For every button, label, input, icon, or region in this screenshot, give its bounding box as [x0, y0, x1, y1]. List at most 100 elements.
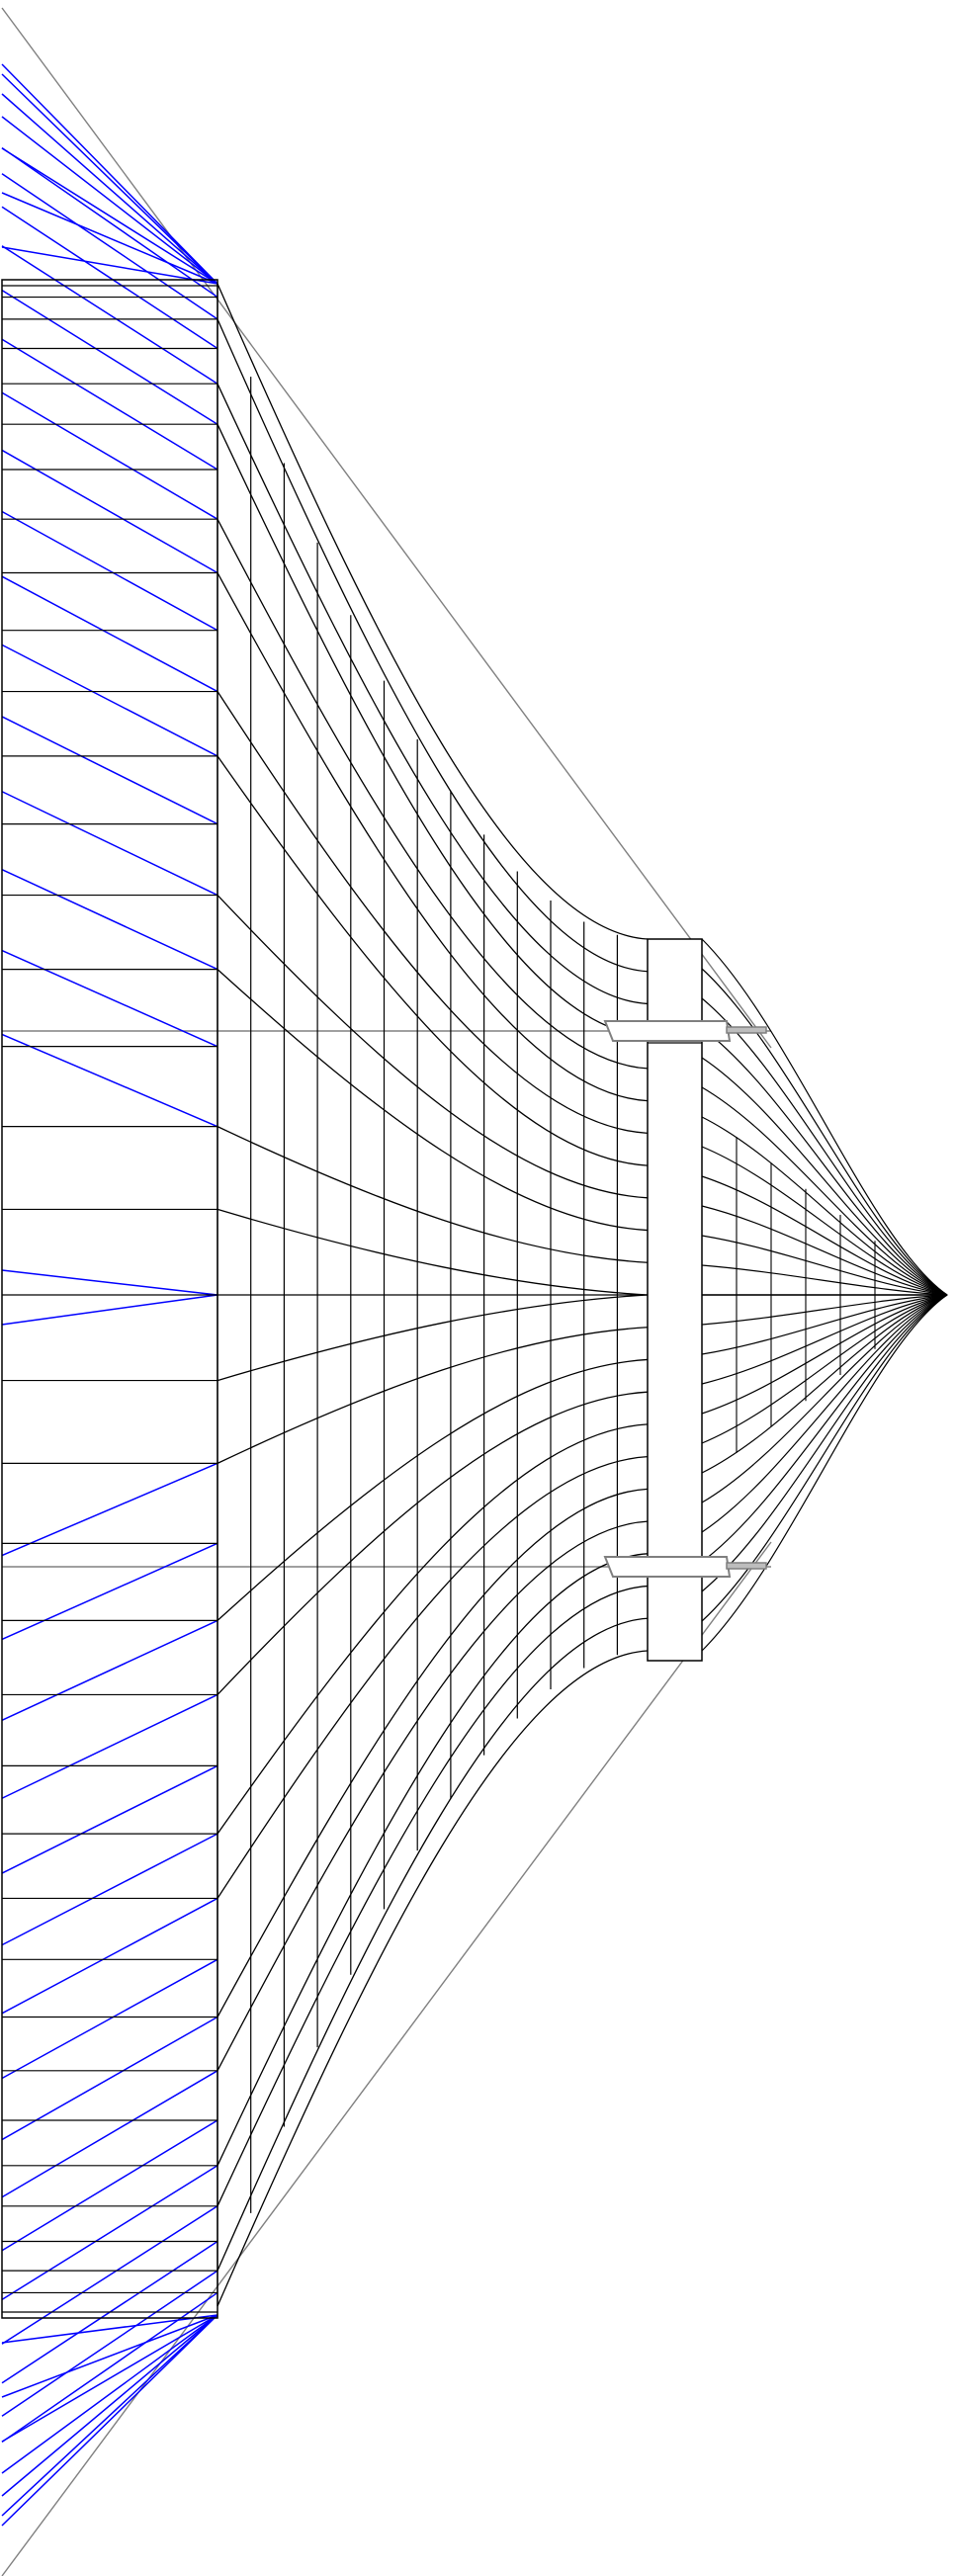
blue-line-top-apex [1, 246, 218, 285]
fan-curve-upper [217, 383, 649, 1005]
tip-curve-lower [701, 1294, 948, 1563]
fan-curve-lower [217, 1650, 649, 2307]
tip-curve-lower [701, 1294, 948, 1415]
fan-curve-lower [217, 1358, 649, 1621]
fan-curve-upper [217, 423, 649, 1037]
tip-curve-lower [701, 1294, 948, 1592]
blue-line-lower [1, 1764, 218, 1874]
blue-line-upper [1, 575, 218, 693]
blue-line-upper [1, 245, 218, 385]
blue-line-top-apex [1, 73, 218, 285]
left-panel [1, 279, 218, 2319]
blue-line-lower [1, 2070, 218, 2198]
blue-line-upper [1, 449, 218, 574]
tip-curve-upper [701, 1027, 948, 1296]
fan-curve-upper [217, 755, 649, 1166]
tip-curve-lower [701, 1294, 948, 1503]
blue-line-lower [1, 1619, 218, 1722]
fan-curve-lower [217, 1520, 649, 2072]
blue-line-bottom-apex [1, 2314, 218, 2527]
tip-curve-lower [701, 1294, 948, 1355]
guide-line-top [1, 7, 772, 1049]
fan-curve-lower [217, 1617, 649, 2272]
blue-line-upper [1, 146, 218, 299]
fan-curve-lower [217, 1488, 649, 2018]
fan-curve-upper [217, 572, 649, 1102]
blue-line-lower [1, 1542, 218, 1641]
fan-curve-lower [217, 1327, 649, 1464]
blue-line-upper [1, 1033, 218, 1128]
blue-line-lower [1, 2165, 218, 2301]
blue-line-top-apex [1, 147, 218, 285]
blue-line-center [1, 1269, 218, 1296]
fan-curve-upper [217, 895, 649, 1199]
tip-curve-lower [701, 1294, 948, 1326]
tip-curve-upper [701, 968, 948, 1296]
blue-line-upper [1, 206, 218, 350]
blue-line-lower [1, 1833, 218, 1946]
tip-curve-lower [701, 1294, 948, 1652]
blue-line-upper [1, 173, 218, 320]
fan-structure [217, 283, 649, 2307]
blue-line-bottom-apex [1, 2314, 218, 2497]
blue-line-center [1, 1294, 218, 1326]
blue-line-lower [1, 2016, 218, 2141]
blue-line-upper [1, 391, 218, 520]
center-frame [647, 938, 948, 1662]
blue-line-lower [1, 2119, 218, 2252]
blue-line-upper [1, 510, 218, 632]
fan-curve-lower [217, 1553, 649, 2167]
blue-line-lower [1, 1897, 218, 2015]
beam-lower [603, 1556, 732, 1578]
blue-line-upper [1, 949, 218, 1048]
blue-line-top-apex [1, 93, 218, 285]
fan-curve-upper [217, 283, 649, 940]
tip-curve-upper [701, 1205, 948, 1296]
tip-curve-lower [701, 1294, 948, 1385]
fan-curve-upper [217, 318, 649, 973]
fan-curve-lower [217, 1423, 649, 1835]
blue-line-bottom-apex [1, 2314, 218, 2344]
fan-curve-lower [217, 1294, 649, 1382]
tip-curve-upper [701, 1235, 948, 1296]
fan-curve-upper [217, 1208, 649, 1296]
blue-line-upper [1, 644, 218, 757]
blue-cable-lines [1, 63, 218, 2527]
blue-line-bottom-apex [1, 2314, 218, 2398]
tip-curve-upper [701, 1264, 948, 1296]
fan-curve-upper [217, 969, 649, 1232]
blue-line-top-apex [1, 116, 218, 285]
blue-line-bottom-apex [1, 2314, 218, 2474]
center-frame-rect [647, 938, 703, 1662]
blue-line-bottom-apex [1, 2314, 218, 2517]
blue-line-upper [1, 716, 218, 825]
tip-curve-upper [701, 1086, 948, 1296]
beam-upper-cap [726, 1026, 767, 1034]
blue-line-lower [1, 1693, 218, 1799]
fan-curve-lower [217, 1455, 649, 1899]
blue-line-upper [1, 868, 218, 971]
blue-line-lower [1, 1958, 218, 2080]
fan-curve-lower [217, 1585, 649, 2207]
blue-line-upper [1, 791, 218, 897]
tip-curve-lower [701, 1294, 948, 1622]
horizontal-beams [603, 1020, 767, 1578]
blue-line-top-apex [1, 192, 218, 285]
fan-curve-lower [217, 1391, 649, 1695]
beam-upper [603, 1020, 732, 1042]
blue-line-upper [1, 289, 218, 425]
blue-line-upper [1, 338, 218, 471]
beam-lower-cap [726, 1562, 767, 1570]
blue-line-lower [1, 2205, 218, 2345]
blue-line-lower [1, 1462, 218, 1557]
fan-curve-upper [217, 518, 649, 1070]
tip-curve-upper [701, 1175, 948, 1296]
tip-curve-upper [701, 1057, 948, 1296]
blue-line-lower [1, 2270, 218, 2417]
blue-line-top-apex [1, 63, 218, 285]
guide-line-bottom [1, 1541, 772, 2576]
tip-curve-lower [701, 1294, 948, 1533]
fan-curve-upper [217, 691, 649, 1135]
